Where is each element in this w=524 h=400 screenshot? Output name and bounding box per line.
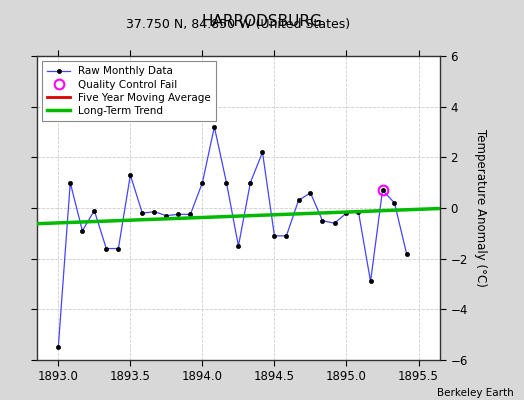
- Title: 37.750 N, 84.850 W (United States): 37.750 N, 84.850 W (United States): [126, 18, 351, 31]
- Raw Monthly Data: [307, 190, 313, 195]
- Raw Monthly Data: [271, 234, 278, 238]
- Raw Monthly Data: [199, 180, 205, 185]
- Raw Monthly Data: [139, 211, 146, 216]
- Raw Monthly Data: [355, 210, 362, 214]
- Raw Monthly Data: [235, 244, 242, 248]
- Y-axis label: Temperature Anomaly (°C): Temperature Anomaly (°C): [474, 129, 487, 287]
- Raw Monthly Data: [343, 211, 350, 216]
- Raw Monthly Data: [296, 198, 302, 203]
- Raw Monthly Data: [391, 200, 398, 205]
- Raw Monthly Data: [247, 180, 254, 185]
- Raw Monthly Data: [259, 150, 266, 155]
- Raw Monthly Data: [175, 212, 181, 217]
- Raw Monthly Data: [211, 124, 217, 129]
- Raw Monthly Data: [103, 246, 110, 251]
- Raw Monthly Data: [67, 180, 73, 185]
- Raw Monthly Data: [187, 212, 193, 217]
- Text: HARRODSBURG: HARRODSBURG: [202, 14, 322, 29]
- Raw Monthly Data: [223, 180, 230, 185]
- Raw Monthly Data: [115, 246, 122, 251]
- Legend: Raw Monthly Data, Quality Control Fail, Five Year Moving Average, Long-Term Tren: Raw Monthly Data, Quality Control Fail, …: [42, 61, 216, 121]
- Line: Raw Monthly Data: Raw Monthly Data: [56, 125, 409, 350]
- Raw Monthly Data: [151, 210, 158, 214]
- Raw Monthly Data: [127, 173, 134, 178]
- Raw Monthly Data: [367, 279, 374, 284]
- Raw Monthly Data: [319, 218, 325, 223]
- Raw Monthly Data: [55, 345, 61, 350]
- Raw Monthly Data: [79, 228, 85, 233]
- Raw Monthly Data: [163, 213, 169, 218]
- Raw Monthly Data: [403, 251, 410, 256]
- Raw Monthly Data: [331, 221, 337, 226]
- Text: Berkeley Earth: Berkeley Earth: [437, 388, 514, 398]
- Raw Monthly Data: [283, 234, 290, 238]
- Raw Monthly Data: [379, 188, 386, 193]
- Raw Monthly Data: [91, 208, 97, 213]
